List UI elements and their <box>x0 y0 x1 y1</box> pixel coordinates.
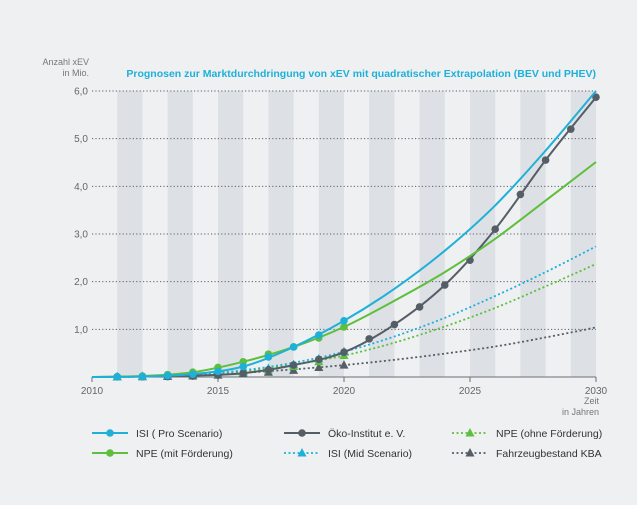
legend-swatch-marker <box>298 429 306 437</box>
data-point <box>390 320 399 329</box>
legend-item: ISI ( Pro Scenario) <box>92 428 222 440</box>
data-point <box>592 93 600 101</box>
data-point <box>441 281 449 289</box>
legend-item: ISI (Mid Scenario) <box>284 448 412 460</box>
x-tick-label: 2015 <box>207 386 230 397</box>
x-tick-label: 2010 <box>81 386 104 397</box>
data-point <box>189 370 197 378</box>
data-point <box>340 316 348 325</box>
legend-label: ISI (Mid Scenario) <box>328 448 412 460</box>
data-point <box>516 190 525 199</box>
data-point <box>239 362 247 371</box>
data-point <box>289 361 298 369</box>
data-point <box>541 156 550 164</box>
y-tick-label: 3,0 <box>74 230 88 241</box>
data-point <box>138 372 147 381</box>
legend-label: NPE (ohne Förderung) <box>496 428 602 440</box>
legend-swatch-marker <box>297 448 307 457</box>
data-point <box>239 369 247 377</box>
x-axis-unit: in Jahren <box>562 407 599 417</box>
data-point <box>567 125 575 133</box>
data-point <box>315 331 323 339</box>
data-point <box>314 362 324 371</box>
data-point <box>340 348 348 357</box>
x-axis-title: Zeit <box>584 396 600 406</box>
y-tick-label: 4,0 <box>74 182 88 193</box>
legend-label: Fahrzeugbestand KBA <box>496 448 602 460</box>
legend-swatch-marker <box>465 428 475 437</box>
data-point <box>163 371 172 380</box>
y-tick-label: 1,0 <box>74 325 88 336</box>
legend-label: Öko-Institut e. V. <box>328 428 405 440</box>
chart-title: Prognosen zur Marktdurchdringung von xEV… <box>126 68 596 80</box>
data-point <box>339 360 349 369</box>
data-point <box>315 355 323 364</box>
legend-swatch-marker <box>106 449 114 457</box>
data-point <box>365 335 374 343</box>
data-point <box>214 367 222 376</box>
data-point <box>264 366 273 374</box>
y-tick-label: 6,0 <box>74 87 88 98</box>
legend-swatch-marker <box>106 429 114 437</box>
y-axis-unit: in Mio. <box>62 68 89 78</box>
y-tick-label: 2,0 <box>74 277 88 288</box>
data-point <box>264 353 273 361</box>
y-axis-title: Anzahl xEV <box>42 57 89 67</box>
x-tick-label: 2025 <box>459 386 482 397</box>
data-point <box>340 323 348 331</box>
legend-item: Fahrzeugbestand KBA <box>452 448 602 460</box>
legend-label: NPE (mit Förderung) <box>136 448 233 460</box>
legend-label: ISI ( Pro Scenario) <box>136 428 222 440</box>
legend-item: Öko-Institut e. V. <box>284 428 405 440</box>
x-tick-label: 2020 <box>333 386 356 397</box>
data-point <box>289 343 298 351</box>
data-point <box>113 373 121 381</box>
x-tick-label: 2030 <box>585 386 608 397</box>
series-isi-pro-scenario <box>91 90 597 381</box>
data-point <box>415 303 424 311</box>
y-tick-label: 5,0 <box>74 134 88 145</box>
legend-item: NPE (mit Förderung) <box>92 448 233 460</box>
data-point <box>491 225 500 234</box>
legend-item: NPE (ohne Förderung) <box>452 428 602 440</box>
year-band <box>167 91 193 377</box>
legend: ISI ( Pro Scenario) Öko-Institut e. V. NPE… <box>92 428 602 460</box>
legend-swatch-marker <box>465 448 475 457</box>
